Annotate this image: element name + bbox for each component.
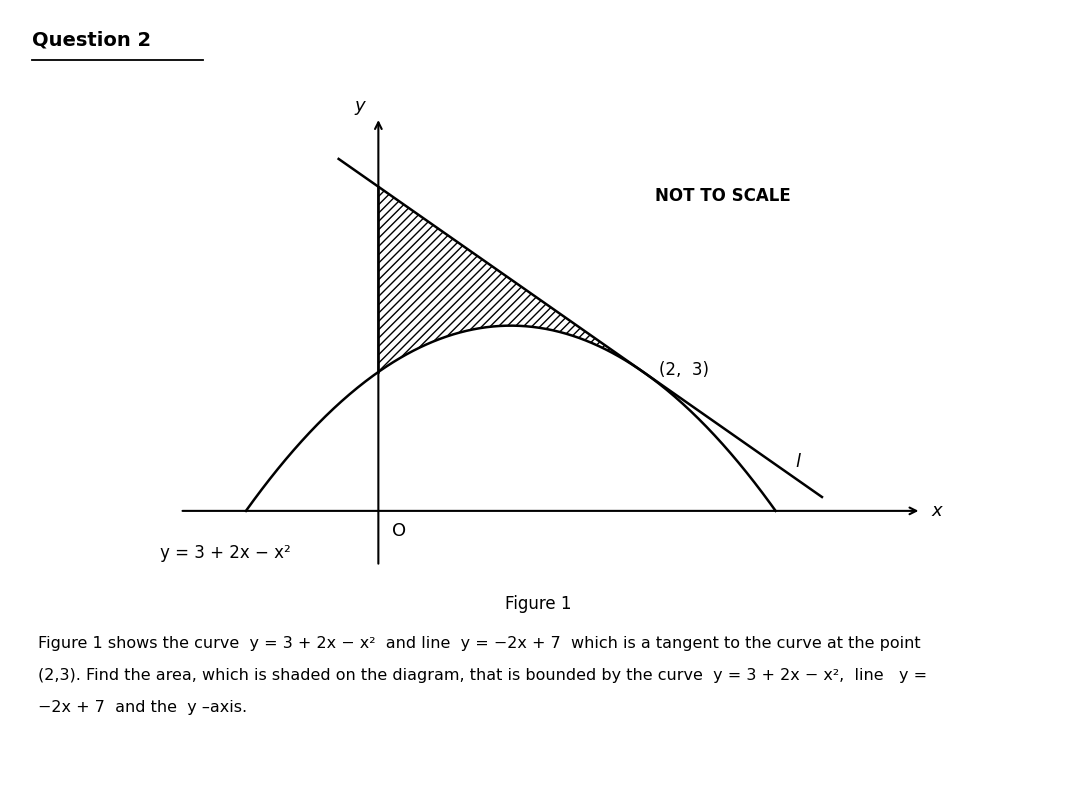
Text: (2,  3): (2, 3) [659,361,709,378]
Text: x: x [932,502,942,520]
Text: O: O [392,522,406,541]
Text: l: l [796,453,800,471]
Text: NOT TO SCALE: NOT TO SCALE [655,187,791,205]
Text: y: y [354,97,365,115]
Text: Figure 1: Figure 1 [505,595,572,613]
Text: Question 2: Question 2 [32,30,152,49]
Text: y = 3 + 2x − x²: y = 3 + 2x − x² [159,544,291,561]
Text: Figure 1 shows the curve  y = 3 + 2x − x²  and line  y = −2x + 7  which is a tan: Figure 1 shows the curve y = 3 + 2x − x²… [38,636,921,651]
Text: (2,3). Find the area, which is shaded on the diagram, that is bounded by the cur: (2,3). Find the area, which is shaded on… [38,668,927,683]
Text: −2x + 7  and the  y –axis.: −2x + 7 and the y –axis. [38,700,247,715]
